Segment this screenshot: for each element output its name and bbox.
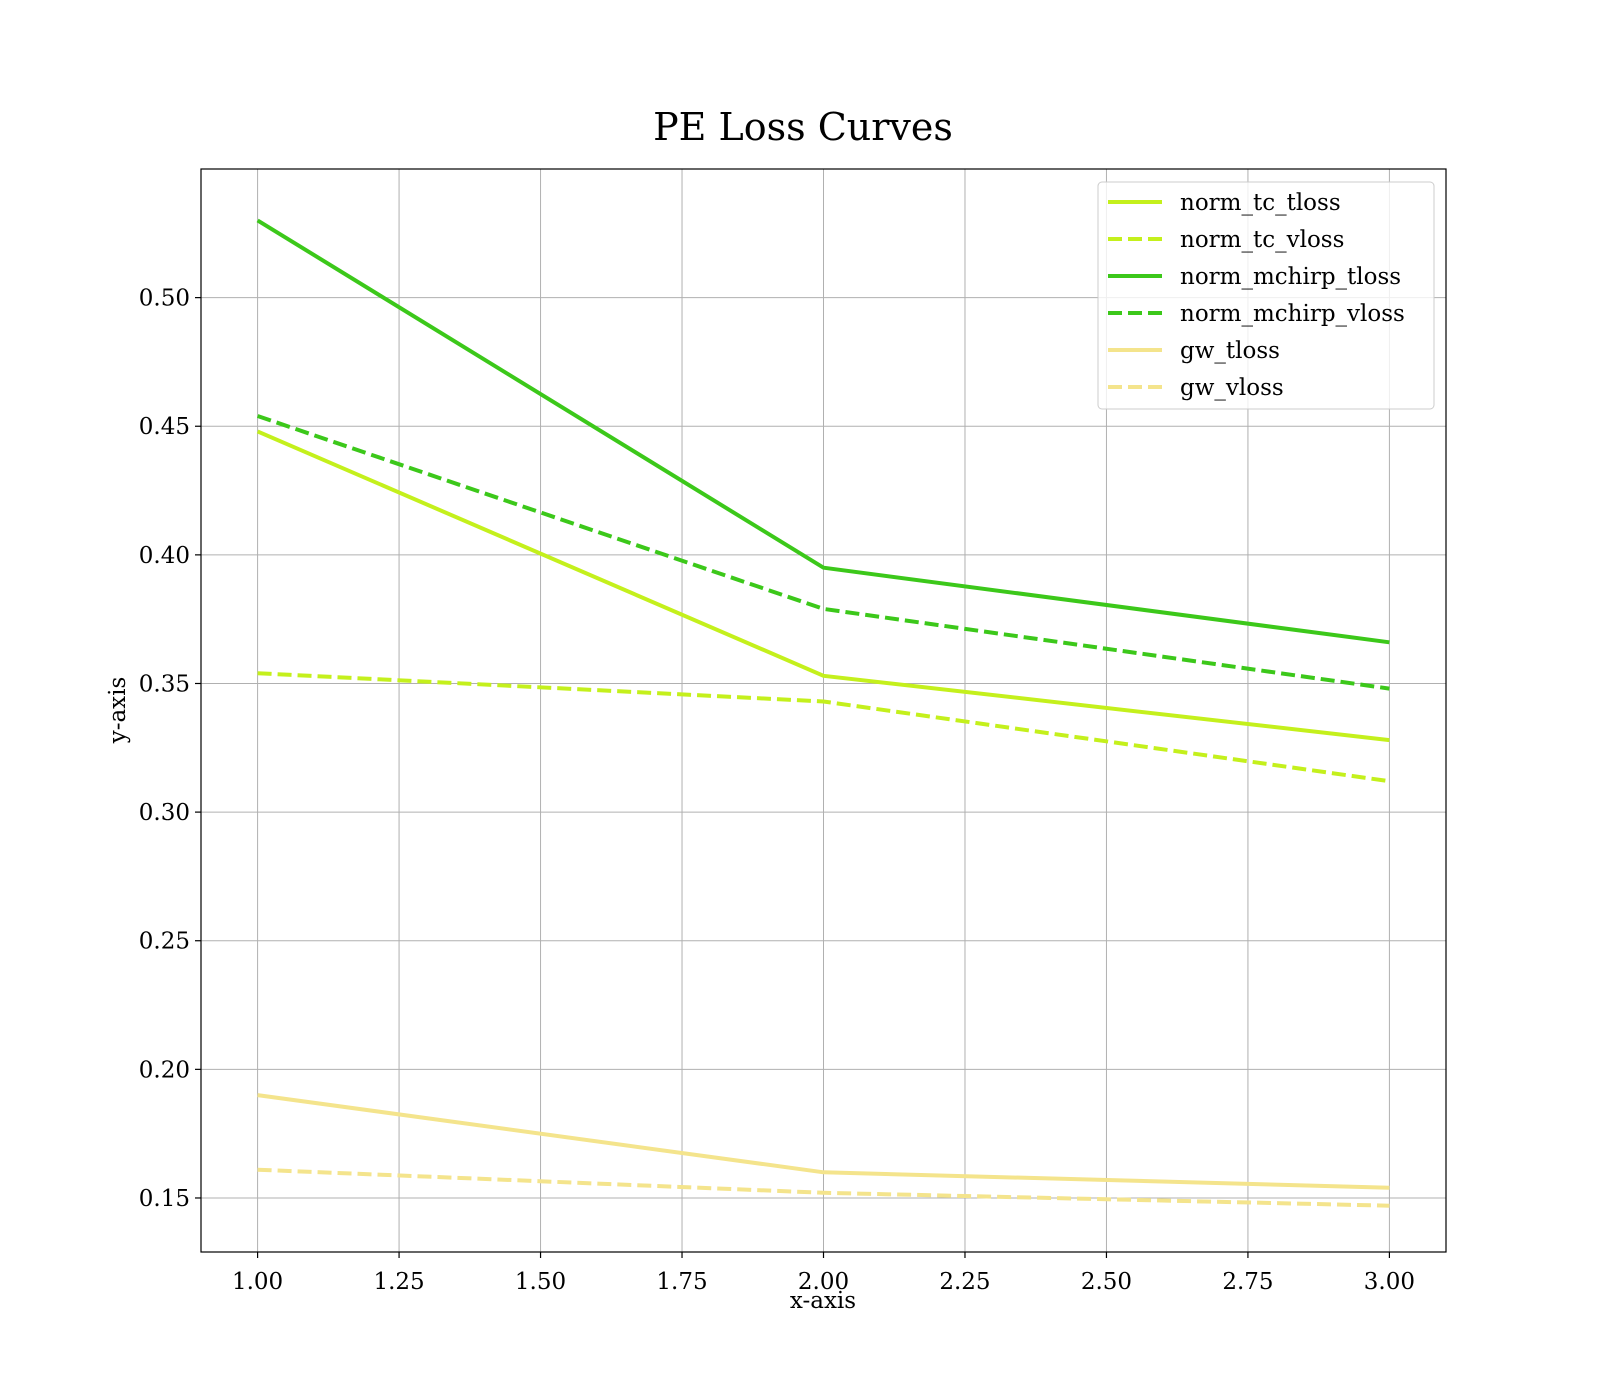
- x-tick-label: 1.75: [656, 1269, 707, 1295]
- x-tick-label: 2.50: [1081, 1269, 1132, 1295]
- chart-title: PE Loss Curves: [653, 105, 953, 149]
- y-tick-label: 0.30: [139, 800, 190, 826]
- y-tick-label: 0.35: [139, 671, 190, 697]
- y-tick-label: 0.25: [139, 929, 190, 955]
- x-tick-label: 3.00: [1364, 1269, 1415, 1295]
- legend-label-norm-mchirp-tloss: norm_mchirp_tloss: [1180, 264, 1401, 290]
- legend-label-gw-vloss: gw_vloss: [1180, 375, 1284, 401]
- legend-items: norm_tc_tloss norm_tc_vloss norm_mchirp_tl…: [1108, 190, 1405, 401]
- legend-label-norm-tc-vloss: norm_tc_vloss: [1180, 227, 1344, 253]
- y-tick-label: 0.45: [139, 414, 190, 440]
- legend-label-norm-tc-tloss: norm_tc_tloss: [1180, 190, 1341, 216]
- y-tick-label: 0.20: [139, 1057, 190, 1083]
- series-line-gw-vloss: [257, 1167, 1390, 1208]
- x-axis-label: x-axis: [790, 1288, 856, 1314]
- x-tick-label: 2.25: [939, 1269, 990, 1295]
- y-tick-label: 0.15: [139, 1186, 190, 1212]
- series-lines: [256, 218, 1390, 1208]
- axis-ticks: 1.00 1.25 1.50 1.75 2.00 2.25 2.50 2.75 3.00 0.15…: [139, 286, 1415, 1295]
- series-line-norm-mchirp-tloss: [256, 218, 1390, 645]
- series-line-norm-tc-tloss: [256, 429, 1390, 743]
- legend-label-gw-tloss: gw_tloss: [1180, 338, 1280, 364]
- legend-box: [1097, 181, 1435, 410]
- y-axis-label: y-axis: [105, 677, 131, 745]
- x-tick-label: 1.50: [515, 1269, 566, 1295]
- x-tick-label: 1.00: [232, 1269, 283, 1295]
- x-tick-label: 2.75: [1222, 1269, 1273, 1295]
- legend: norm_tc_tloss norm_tc_vloss norm_mchirp_tl…: [1097, 181, 1435, 410]
- x-tick-label: 2.00: [798, 1269, 849, 1295]
- legend-label-norm-mchirp-vloss: norm_mchirp_vloss: [1180, 301, 1405, 327]
- series-line-gw-tloss: [257, 1093, 1390, 1190]
- y-tick-label: 0.40: [139, 543, 190, 569]
- x-tick-label: 1.25: [373, 1269, 424, 1295]
- y-tick-label: 0.50: [139, 286, 190, 312]
- series-line-norm-tc-vloss: [257, 671, 1390, 784]
